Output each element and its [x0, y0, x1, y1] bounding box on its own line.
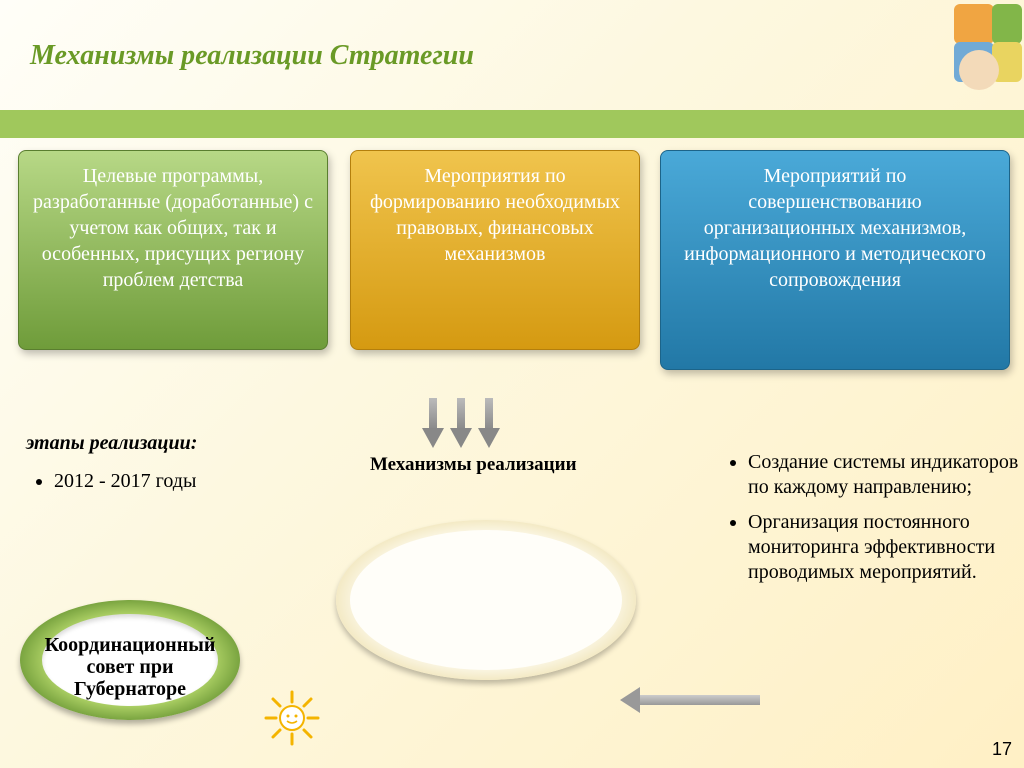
indicators-block: Создание системы индикаторов по каждому …	[720, 450, 1020, 595]
box-org-mechanisms: Мероприятий по совершенствованию организ…	[660, 150, 1010, 370]
box-legal-financial-text: Мероприятия по формированию необходимых …	[370, 165, 620, 265]
page-title: Механизмы реализации Стратегии	[30, 40, 474, 72]
stages-title: этапы реализации:	[26, 432, 306, 455]
sun-icon	[262, 688, 322, 748]
stage-item: 2012 - 2017 годы	[54, 469, 306, 494]
mechanisms-label: Механизмы реализации	[370, 454, 577, 476]
box-programs-text: Целевые программы, разработанные (дорабо…	[33, 165, 313, 291]
council-line2: совет при	[20, 656, 240, 678]
box-programs: Целевые программы, разработанные (дорабо…	[18, 150, 328, 350]
operational-line1: Осуществление оперативной работы:	[360, 560, 612, 608]
operational-ellipse: Осуществление оперативной работы: курато…	[336, 520, 636, 680]
box-legal-financial: Мероприятия по формированию необходимых …	[350, 150, 640, 350]
stages-block: этапы реализации: 2012 - 2017 годы	[26, 432, 306, 504]
arrow-down-3	[480, 398, 498, 448]
council-ring: Координационный совет при Губернаторе	[20, 600, 240, 720]
council-line1: Координационный	[20, 634, 240, 656]
indicators-item-1: Создание системы индикаторов по каждому …	[748, 450, 1020, 500]
header-bar	[0, 110, 1024, 138]
indicators-item-2: Организация постоянного мониторинга эффе…	[748, 510, 1020, 585]
arrow-down-1	[424, 398, 442, 448]
arrow-down-2	[452, 398, 470, 448]
arrow-left	[620, 690, 760, 710]
operational-line2: кураторы направлений	[360, 608, 612, 632]
council-line3: Губернаторе	[20, 678, 240, 700]
puzzle-decoration	[884, 0, 1024, 120]
page-number: 17	[992, 739, 1012, 760]
box-org-mechanisms-text: Мероприятий по совершенствованию организ…	[684, 165, 986, 291]
